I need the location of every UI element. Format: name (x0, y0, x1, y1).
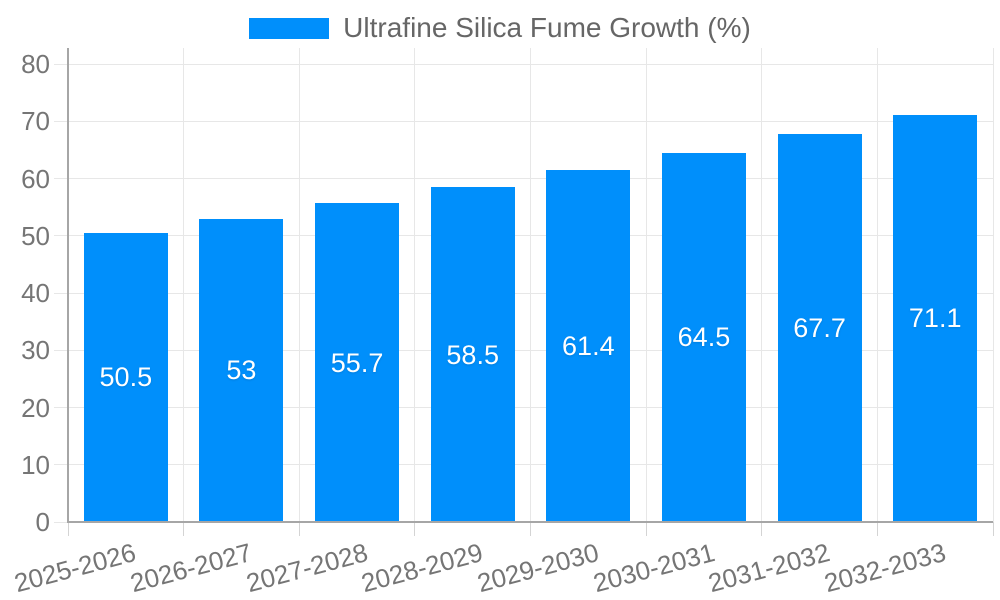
bar[interactable] (661, 152, 746, 522)
x-axis-tick (298, 522, 300, 536)
bar[interactable] (83, 232, 168, 522)
y-gridline (54, 120, 993, 122)
x-axis-tick (530, 522, 531, 536)
y-gridline (54, 292, 993, 294)
bar[interactable] (199, 218, 284, 522)
x-axis-tick-label: 2031-2032 (705, 537, 834, 599)
x-gridline (298, 48, 300, 522)
x-axis-tick (414, 522, 416, 536)
y-axis-tick-label: 0 (35, 507, 50, 537)
x-gridline (876, 48, 878, 522)
y-gridline (54, 63, 993, 65)
y-gridline (54, 235, 993, 237)
x-gridline (183, 48, 185, 522)
y-axis-tick-label: 50 (21, 220, 50, 251)
y-axis-tick-label: 70 (21, 106, 50, 137)
bar[interactable] (430, 187, 515, 522)
y-axis-tick-label: 10 (21, 449, 50, 480)
y-axis-tick-label: 40 (21, 278, 50, 308)
y-gridline (54, 464, 993, 466)
x-axis-tick-label: 2032-2033 (820, 537, 949, 599)
y-axis-tick-label: 80 (21, 49, 50, 79)
x-axis-tick (67, 522, 69, 536)
x-gridline (761, 48, 763, 522)
legend-label: Ultrafine Silica Fume Growth (%) (343, 12, 751, 43)
y-axis-tick-label: 30 (21, 335, 50, 366)
x-gridline (414, 48, 416, 522)
y-axis-tick-label: 20 (21, 392, 50, 423)
x-axis-tick-label: 2027-2028 (242, 537, 371, 599)
legend-swatch (249, 17, 330, 39)
x-axis-tick (876, 522, 878, 536)
x-gridline (645, 48, 647, 522)
x-axis-tick-label: 2025-2026 (11, 537, 140, 599)
y-gridline (54, 407, 993, 408)
bar[interactable] (546, 170, 631, 522)
x-axis-tick (761, 522, 763, 536)
x-axis-tick (992, 522, 994, 536)
x-axis-tick-label: 2028-2029 (358, 537, 487, 599)
bar[interactable] (315, 203, 400, 522)
x-gridline (992, 48, 994, 522)
x-gridline (530, 48, 531, 522)
x-axis-tick-label: 2030-2031 (589, 537, 718, 599)
x-axis-tick-label: 2026-2027 (127, 537, 255, 599)
bar[interactable] (777, 134, 862, 522)
bar[interactable] (893, 114, 978, 522)
x-axis-tick-label: 2029-2030 (473, 537, 602, 599)
y-axis-line (67, 48, 69, 522)
legend[interactable]: Ultrafine Silica Fume Growth (%) (0, 14, 1000, 42)
y-gridline (54, 349, 993, 351)
x-axis-tick (645, 522, 647, 536)
x-axis-tick (183, 522, 185, 536)
x-axis-line (67, 521, 993, 523)
y-gridline (54, 178, 993, 179)
y-axis-tick-label: 60 (21, 163, 50, 194)
